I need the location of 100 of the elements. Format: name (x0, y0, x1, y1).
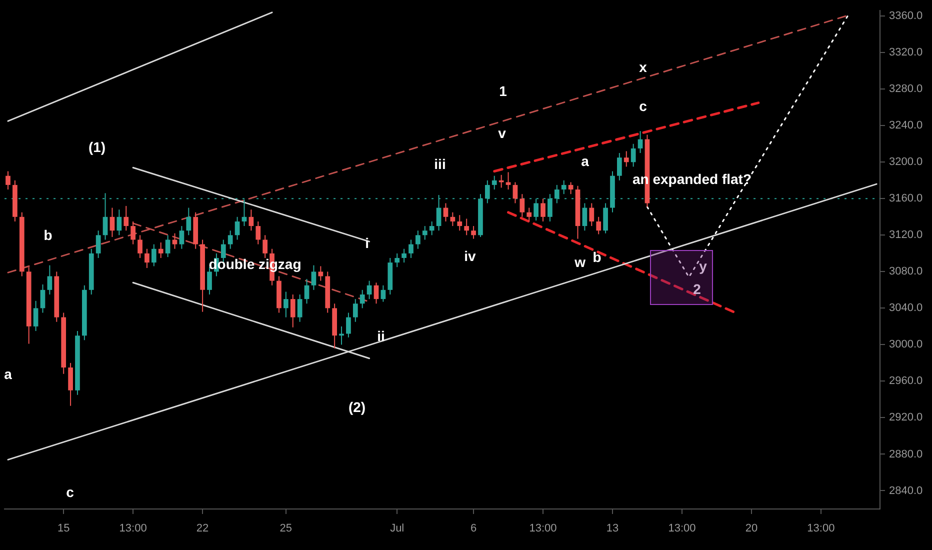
annotation: iv (464, 248, 476, 264)
candlestick (603, 202, 608, 234)
x-tick-label: 22 (196, 522, 209, 535)
candlestick (512, 182, 518, 204)
candlestick (179, 226, 184, 250)
candlestick (408, 239, 414, 258)
candlestick (6, 170, 10, 190)
y-tick-label: 3040.0 (889, 302, 923, 314)
candlestick (172, 232, 178, 250)
candlestick (47, 264, 52, 295)
candlestick (297, 294, 302, 322)
y-tick-label: 3200.0 (889, 156, 923, 168)
x-tick-label: 13:00 (668, 522, 696, 535)
candlestick (429, 220, 434, 236)
candlestick (110, 207, 115, 238)
candlestick (158, 242, 164, 258)
y-tick-label: 3240.0 (889, 120, 923, 132)
y-tick-label: 2960.0 (889, 375, 923, 388)
x-tick-label: 13 (606, 522, 619, 535)
candlestick (186, 207, 192, 236)
annotation: c (639, 98, 648, 114)
candlestick (318, 266, 324, 282)
candlestick (68, 362, 73, 406)
candlestick (290, 294, 296, 328)
candlestick (638, 130, 643, 154)
candlestick (138, 234, 142, 258)
candlestick (561, 180, 566, 195)
annotation: y (699, 258, 708, 274)
x-tick-label: 6 (470, 522, 477, 535)
candlestick (526, 207, 532, 222)
candlestick (283, 291, 288, 318)
candlestick (416, 230, 420, 250)
candlestick (394, 252, 400, 268)
candlestick (116, 209, 122, 236)
candlestick (304, 278, 310, 304)
candlestick (492, 175, 497, 190)
y-tick-label: 3080.0 (889, 266, 923, 278)
x-tick-label: 15 (57, 522, 70, 535)
annotation: a (581, 152, 590, 169)
annotation: (2) (348, 398, 366, 415)
y-tick-label: 2840.0 (889, 484, 923, 497)
candlestick (617, 152, 622, 181)
candlestick (248, 209, 254, 232)
y-tick-label: 3160.0 (889, 192, 923, 205)
candlestick (374, 282, 379, 304)
annotation: ii (377, 328, 385, 344)
candlestick (596, 216, 602, 235)
x-tick-label: 13:00 (529, 522, 557, 535)
candlestick (234, 216, 240, 240)
candlestick (422, 226, 428, 240)
candlestick (457, 214, 462, 232)
candlestick (471, 226, 476, 240)
candlestick (443, 202, 448, 222)
candlestick (582, 202, 588, 232)
x-tick-label: 25 (280, 522, 292, 535)
annotation: b (44, 226, 52, 243)
candlestick (624, 150, 629, 168)
candlestick (540, 198, 546, 222)
candlestick (311, 264, 316, 290)
y-tick-label: 3360.0 (889, 10, 923, 22)
candlestick (144, 248, 150, 269)
candlestick (520, 194, 525, 218)
y-tick-label: 3120.0 (889, 229, 923, 242)
annotation: i (365, 234, 369, 251)
candlestick (130, 220, 136, 245)
y-tick-label: 2920.0 (889, 412, 923, 424)
candlestick (228, 230, 233, 250)
candlestick (630, 143, 636, 168)
annotation: w (574, 254, 586, 270)
candlestick (506, 172, 511, 190)
annotation: (1) (88, 138, 106, 155)
candlestick (124, 205, 129, 232)
candlestick (380, 284, 386, 302)
candlestick (464, 218, 470, 236)
candlestick (40, 284, 46, 314)
annotation: v (498, 124, 506, 141)
annotation: x (639, 58, 648, 75)
candlestick (352, 298, 358, 322)
y-tick-label: 3320.0 (889, 46, 923, 59)
candlestick (366, 280, 372, 300)
annotation: b (592, 248, 602, 265)
annotation: 2 (693, 280, 702, 297)
annotation: c (66, 484, 74, 500)
candlestick (256, 220, 261, 245)
y-tick-label: 2880.0 (889, 448, 923, 460)
y-tick-label: 3000.0 (889, 338, 923, 351)
candlestick (402, 248, 406, 264)
candlestick (339, 326, 344, 346)
candlestick (165, 234, 170, 258)
x-tick-label: 13:00 (807, 522, 835, 535)
candlestick (568, 182, 574, 195)
annotation: iii (434, 156, 446, 172)
y-tick-label: 3280.0 (889, 83, 923, 96)
candlestick (262, 234, 268, 258)
candlestick (96, 230, 101, 258)
annotation: a (4, 366, 12, 382)
x-tick-label: 13:00 (119, 522, 147, 535)
x-tick-label: 20 (745, 522, 758, 535)
candlestick (360, 289, 365, 309)
annotation: 1 (499, 82, 508, 99)
